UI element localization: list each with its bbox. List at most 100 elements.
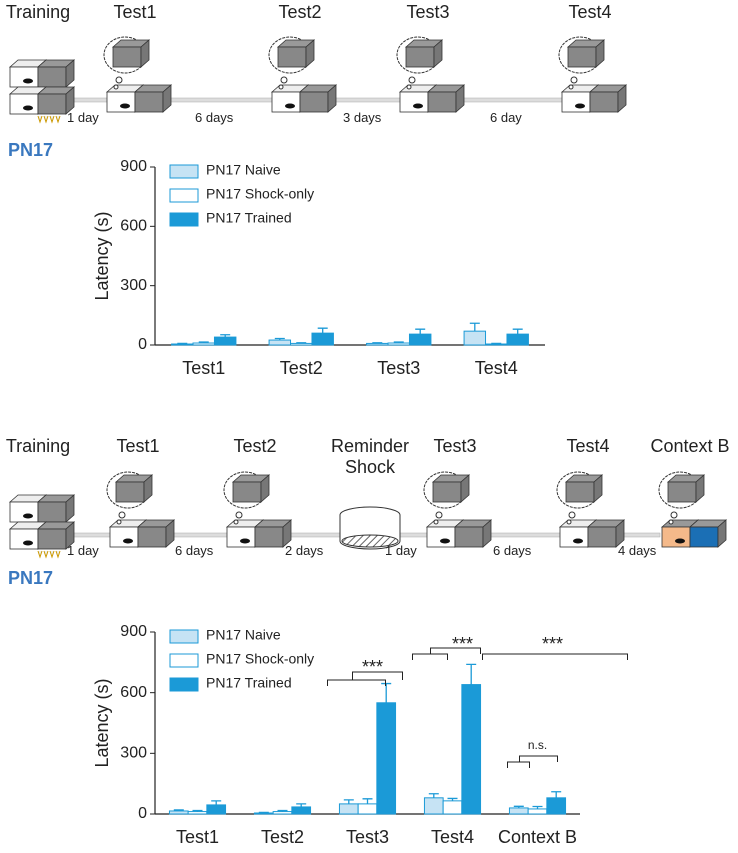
y-axis-label: Latency (s)	[92, 678, 112, 767]
error-bar	[198, 341, 209, 344]
interval-label: 1 day	[67, 543, 99, 558]
box-side	[143, 474, 153, 503]
stage-label: Test3	[406, 2, 450, 22]
x-tick-label: Context B	[498, 827, 577, 847]
box	[589, 91, 619, 113]
interval-label: 6 days	[493, 543, 532, 558]
box-side	[305, 39, 315, 68]
x-tick-label: Test4	[475, 358, 518, 378]
x-tick-label: Test3	[346, 827, 389, 847]
box	[667, 481, 697, 503]
bar	[442, 800, 463, 815]
box	[561, 91, 591, 113]
shock	[43, 115, 49, 124]
legend-label: PN17 Trained	[206, 210, 292, 226]
box-side	[482, 519, 492, 548]
box	[9, 66, 39, 88]
thought-dot	[280, 76, 288, 84]
error-bar	[381, 682, 392, 703]
stage-label: Test2	[278, 2, 322, 22]
thought-dot	[568, 84, 574, 90]
box	[9, 501, 39, 523]
legend-label: PN17 Naive	[206, 627, 281, 643]
box	[661, 526, 691, 548]
error-bar	[343, 799, 354, 804]
bar	[168, 810, 189, 815]
mouse	[413, 103, 423, 109]
thought-dot	[113, 84, 119, 90]
box-side	[595, 39, 605, 68]
stage-label: Training	[5, 436, 71, 456]
mouse	[23, 513, 33, 519]
box-side	[282, 519, 292, 548]
box	[254, 526, 284, 548]
box	[427, 91, 457, 113]
y-tick-label: 600	[120, 684, 147, 701]
x-tick-label: Test4	[431, 827, 474, 847]
mouse	[285, 103, 295, 109]
bar	[187, 811, 208, 815]
bar	[171, 343, 194, 346]
interval-label: 3 days	[343, 110, 382, 125]
box-side	[162, 84, 172, 113]
shock	[55, 115, 61, 124]
box	[37, 93, 67, 115]
mouse	[123, 538, 133, 544]
error-bar	[469, 322, 480, 332]
error-bar	[177, 342, 188, 345]
thought-dot	[668, 519, 674, 525]
bar	[408, 333, 432, 346]
box	[106, 91, 136, 113]
error-bar	[466, 663, 477, 685]
x-tick-label: Test2	[280, 358, 323, 378]
stage-label: Training	[5, 2, 71, 22]
box	[109, 526, 139, 548]
box-side	[455, 84, 465, 113]
interval-label: 6 days	[195, 110, 234, 125]
y-tick-label: 900	[120, 623, 147, 640]
y-tick-label: 600	[120, 218, 147, 235]
box	[37, 66, 67, 88]
x-tick-label: Test1	[182, 358, 225, 378]
error-bar	[220, 334, 231, 338]
significance-label: ***	[362, 657, 383, 677]
box	[37, 501, 67, 523]
legend-swatch	[169, 677, 199, 692]
box	[565, 481, 595, 503]
significance-label: n.s.	[528, 738, 547, 752]
box	[454, 526, 484, 548]
bar	[253, 812, 274, 815]
box-side	[140, 39, 150, 68]
bar	[272, 811, 293, 815]
box	[9, 528, 39, 550]
shock	[37, 115, 43, 124]
legend-swatch	[169, 164, 199, 179]
legend-swatch	[169, 629, 199, 644]
bar	[546, 797, 567, 815]
thought-dot	[235, 511, 243, 519]
legend-swatch	[169, 212, 199, 227]
box	[587, 526, 617, 548]
bar	[268, 339, 292, 346]
box-side	[65, 494, 75, 523]
stage-label: Test2	[233, 436, 277, 456]
box-side	[260, 474, 270, 503]
bar	[508, 807, 529, 815]
x-tick-label: Test1	[176, 827, 219, 847]
stage-label: Test4	[566, 436, 610, 456]
box-side	[695, 474, 705, 503]
error-bar	[362, 798, 373, 804]
interval-label: 4 days	[618, 543, 657, 558]
thought-dot	[408, 76, 416, 84]
error-bar	[173, 809, 184, 811]
bar	[357, 803, 378, 815]
thought-dot	[406, 84, 412, 90]
stage-label: Reminder Shock	[330, 436, 410, 477]
y-axis-label: Latency (s)	[92, 211, 112, 300]
shock	[43, 550, 49, 559]
mouse	[575, 103, 585, 109]
box-side	[460, 474, 470, 503]
error-bar	[192, 809, 203, 812]
thought-dot	[433, 519, 439, 525]
bar	[463, 330, 487, 346]
